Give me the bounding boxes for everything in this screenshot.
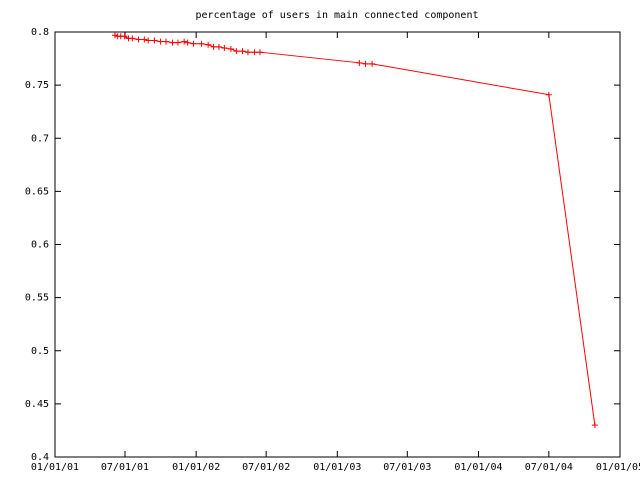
point-marker [233, 48, 240, 55]
point-marker [251, 49, 258, 56]
point-marker [215, 43, 222, 50]
point-marker [181, 38, 188, 45]
point-marker [369, 60, 376, 67]
point-marker [184, 39, 191, 46]
y-tick-label: 0.5 [31, 346, 49, 357]
x-tick-label: 01/01/01 [31, 462, 79, 473]
point-marker [256, 49, 263, 56]
x-tick-label: 07/01/03 [383, 462, 431, 473]
point-marker [198, 40, 205, 47]
point-marker [244, 49, 251, 56]
y-tick-label: 0.65 [25, 186, 49, 197]
point-marker [362, 60, 369, 67]
y-tick-label: 0.45 [25, 399, 49, 410]
point-marker [210, 43, 217, 50]
point-marker [227, 46, 234, 52]
point-marker [169, 39, 176, 46]
y-tick-label: 0.55 [25, 293, 49, 304]
y-tick-label: 0.8 [31, 27, 49, 38]
x-tick-label: 07/01/04 [525, 462, 573, 473]
point-marker [151, 37, 158, 44]
point-marker [141, 36, 148, 43]
point-marker [129, 35, 136, 42]
point-marker [121, 33, 128, 40]
x-tick-label: 01/01/05 [596, 462, 640, 473]
point-marker [135, 36, 142, 43]
y-tick-label: 0.4 [31, 452, 49, 463]
point-marker [545, 91, 552, 98]
x-tick-label: 07/01/02 [242, 462, 290, 473]
x-tick-label: 01/01/02 [172, 462, 220, 473]
point-marker [356, 59, 363, 66]
point-marker [111, 32, 118, 39]
point-marker [162, 38, 169, 45]
point-marker [591, 422, 598, 429]
point-marker [221, 44, 228, 51]
x-tick-label: 01/01/03 [313, 462, 361, 473]
y-tick-label: 0.7 [31, 133, 49, 144]
point-marker [174, 39, 181, 46]
point-marker [239, 48, 246, 55]
x-tick-label: 07/01/01 [101, 462, 149, 473]
x-tick-label: 01/01/04 [454, 462, 502, 473]
y-tick-label: 0.6 [31, 240, 49, 251]
point-marker [157, 38, 164, 45]
point-marker [145, 37, 152, 44]
y-tick-label: 0.75 [25, 80, 49, 91]
point-marker [190, 40, 197, 47]
point-marker [205, 41, 212, 48]
chart-title: percentage of users in main connected co… [196, 10, 479, 21]
